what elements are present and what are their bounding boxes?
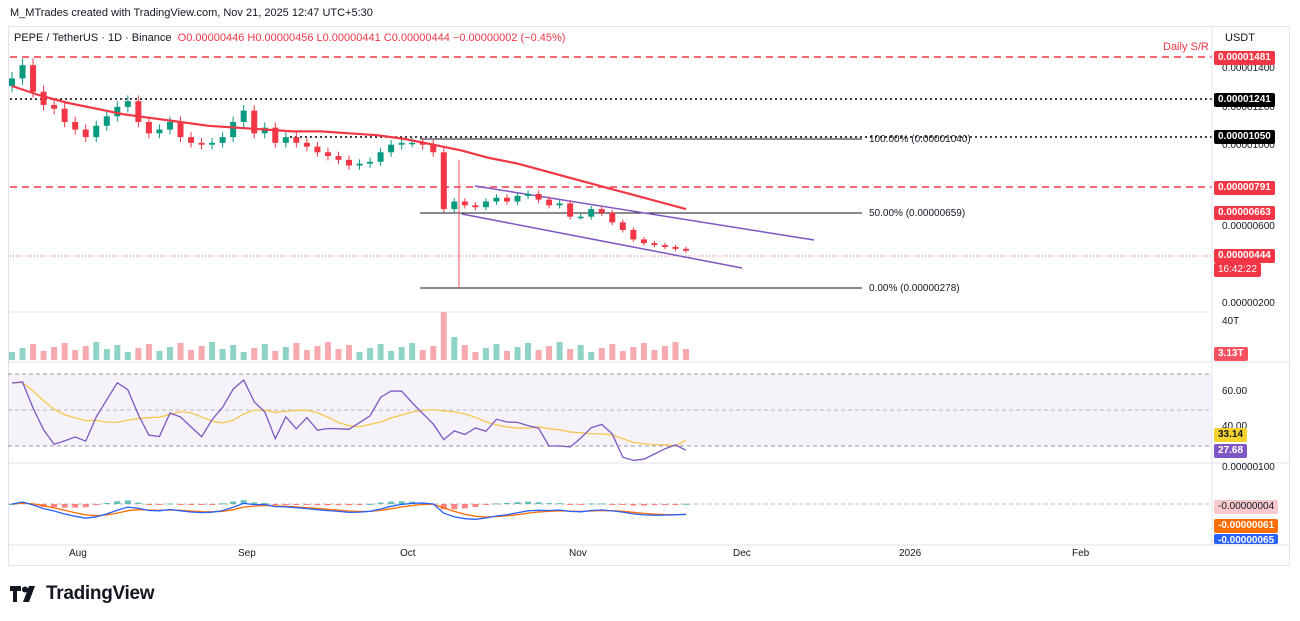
macd-signal-tag: -0.00000061 (1214, 519, 1279, 533)
rsi-value-tag: 27.68 (1214, 444, 1248, 458)
countdown-tag: 16:42:22 (1214, 263, 1261, 277)
rsi-tick: 40.00 (1222, 421, 1248, 432)
tradingview-logo[interactable]: TradingView (10, 583, 155, 605)
macd-tick: 0.00000100 (1222, 462, 1275, 473)
brand-name: TradingView (46, 583, 155, 604)
price-tick: 0.00001000 (1222, 140, 1275, 151)
time-tick: Nov (569, 548, 587, 559)
price-tag: 0.00000663 (1214, 206, 1275, 220)
quote-unit: USDT (1225, 32, 1255, 44)
volume-tag: 3.13T (1214, 347, 1248, 361)
chart-frame (8, 26, 1290, 566)
rsi-ma-tag: 33.14 (1214, 428, 1248, 442)
chart-credit: M_MTrades created with TradingView.com, … (10, 7, 373, 19)
price-tick: 0.00000600 (1222, 221, 1275, 232)
macd-hist-tag: -0.00000004 (1214, 500, 1279, 514)
price-tag: 0.00000791 (1214, 181, 1275, 195)
daily-sr-label: Daily S/R (1163, 41, 1209, 53)
macd-line-tag: -0.00000065 (1214, 534, 1279, 544)
price-tick: 0.00001200 (1222, 102, 1275, 113)
time-tick: Oct (400, 548, 416, 559)
last-price-tag: 0.00000444 (1214, 249, 1275, 263)
time-tick: 2026 (899, 548, 922, 559)
price-tag: 0.00001050 (1214, 130, 1275, 144)
rsi-tick: 60.00 (1222, 386, 1248, 397)
price-tag: 0.00001481 (1214, 51, 1275, 65)
time-tick: Dec (733, 548, 751, 559)
symbol-name: PEPE / TetherUS · 1D · Binance (14, 32, 172, 44)
price-tag: 0.00001241 (1214, 93, 1275, 107)
time-tick: Aug (69, 548, 87, 559)
volume-axis-label: 40T (1222, 316, 1240, 327)
price-tick: 0.00001400 (1222, 63, 1275, 74)
tradingview-mark-icon (10, 586, 35, 602)
time-tick: Sep (238, 548, 256, 559)
price-tick: 0.00000200 (1222, 298, 1275, 309)
ohlc-values: O0.00000446 H0.00000456 L0.00000441 C0.0… (177, 32, 566, 44)
symbol-line: PEPE / TetherUS · 1D · Binance O0.000004… (14, 32, 565, 44)
time-tick: Feb (1072, 548, 1090, 559)
